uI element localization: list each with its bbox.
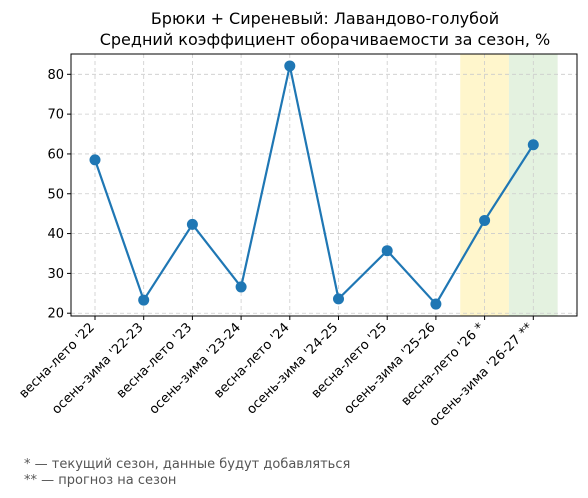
data-point-5 [333,293,344,305]
chart-title: Брюки + Сиреневый: Лавандово-голубой [151,9,499,28]
footnote-forecast: ** — прогноз на сезон [24,473,177,488]
data-point-3 [235,281,247,293]
data-point-0 [89,154,101,166]
x-tick-label: осень-зима '25-26 [341,320,438,417]
data-point-4 [284,60,296,72]
data-point-1 [138,294,150,306]
x-tick-label: осень-зима '24-25 [244,320,341,417]
y-tick-label: 80 [47,68,64,83]
y-tick-label: 60 [47,147,64,162]
plot-frame [70,53,578,317]
data-point-6 [381,245,393,257]
y-tick-label: 50 [47,187,64,202]
x-tick-label: весна-лето '26 * [399,320,488,409]
y-tick-label: 40 [47,227,64,242]
chart-subtitle: Средний коэффициент оборачиваемости за с… [100,30,551,49]
highlight-band-8 [460,54,509,316]
y-tick-label: 30 [47,267,64,282]
y-tick-label: 70 [47,108,64,123]
series-line [93,64,535,306]
y-tick-label: 20 [47,307,64,322]
x-tick-label: осень-зима '23-24 [147,320,244,417]
footnote-current-season: * — текущий сезон, данные будут добавлят… [24,457,351,472]
data-point-7 [430,298,442,310]
highlight-band-9 [508,54,558,316]
x-tick-label: осень-зима '22-23 [49,320,146,417]
data-point-8 [479,214,491,226]
data-point-2 [186,218,198,230]
data-point-9 [527,139,539,151]
